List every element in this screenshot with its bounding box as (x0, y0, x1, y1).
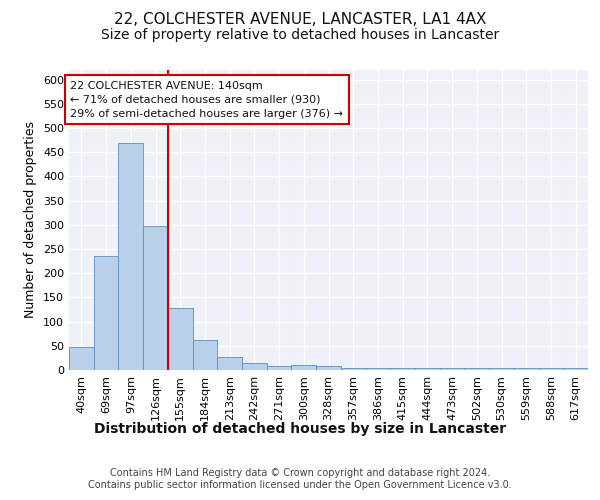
Bar (292, 365, 316, 370)
Bar (193, 340, 217, 370)
Bar (489, 368, 514, 370)
Bar (440, 368, 464, 370)
Bar (217, 357, 242, 370)
Y-axis label: Number of detached properties: Number of detached properties (25, 122, 37, 318)
Bar (168, 308, 193, 370)
Bar (267, 366, 292, 370)
Bar (539, 368, 563, 370)
Text: Contains HM Land Registry data © Crown copyright and database right 2024.: Contains HM Land Registry data © Crown c… (110, 468, 490, 477)
Text: Size of property relative to detached houses in Lancaster: Size of property relative to detached ho… (101, 28, 499, 42)
Bar (464, 368, 489, 370)
Bar (242, 363, 267, 370)
Bar (415, 368, 440, 370)
Bar (365, 368, 390, 370)
Bar (143, 226, 168, 370)
Text: 22 COLCHESTER AVENUE: 140sqm
← 71% of detached houses are smaller (930)
29% of s: 22 COLCHESTER AVENUE: 140sqm ← 71% of de… (70, 80, 343, 118)
Text: 22, COLCHESTER AVENUE, LANCASTER, LA1 4AX: 22, COLCHESTER AVENUE, LANCASTER, LA1 4A… (114, 12, 486, 28)
Bar (118, 142, 143, 370)
Text: Distribution of detached houses by size in Lancaster: Distribution of detached houses by size … (94, 422, 506, 436)
Text: Contains public sector information licensed under the Open Government Licence v3: Contains public sector information licen… (88, 480, 512, 490)
Bar (563, 368, 588, 370)
Bar (69, 347, 94, 370)
Bar (316, 366, 341, 370)
Bar (94, 256, 118, 370)
Bar (514, 368, 539, 370)
Bar (341, 368, 365, 370)
Bar (390, 368, 415, 370)
